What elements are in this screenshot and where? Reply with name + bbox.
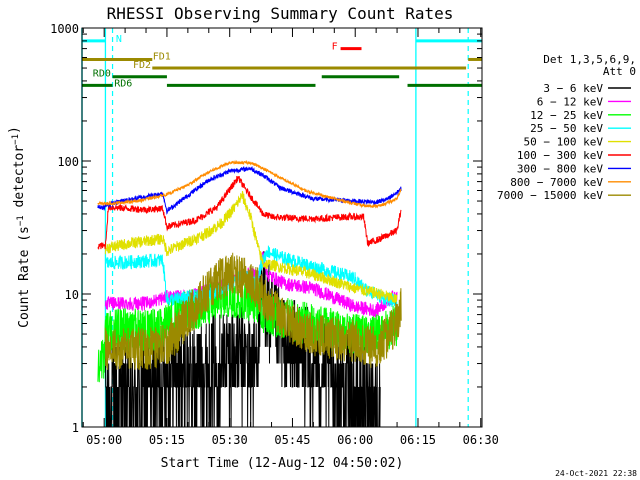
legend-header-line: Det 1,3,5,6,9, <box>543 53 636 66</box>
y-axis-label: Count Rate (s−1 detector−1) <box>7 126 32 328</box>
y-tick-label: 100 <box>57 155 79 169</box>
series-line <box>97 175 402 250</box>
x-tick-label: 06:15 <box>400 433 436 447</box>
legend-label: 300 − 800 keV <box>517 162 603 175</box>
series-line <box>97 165 402 215</box>
x-tick-label: 05:30 <box>212 433 248 447</box>
x-tick-label: 05:00 <box>86 433 122 447</box>
legend-header-line: Att 0 <box>603 65 636 78</box>
status-label-rd0: RD0 <box>93 69 111 80</box>
x-tick-label: 05:45 <box>274 433 310 447</box>
x-tick-label: 06:30 <box>463 433 499 447</box>
chart-title: RHESSI Observing Summary Count Rates <box>107 4 454 23</box>
y-tick-label: 1 <box>72 421 79 435</box>
data-layer <box>97 159 402 428</box>
status-label-rd6: RD6 <box>114 78 132 89</box>
status-label-fd2: FD2 <box>133 60 151 71</box>
status-label-f: F <box>332 42 338 53</box>
x-tick-label: 05:15 <box>149 433 185 447</box>
legend-label: 6 − 12 keV <box>537 95 604 108</box>
status-label-fd1: FD1 <box>153 51 171 62</box>
x-axis-label: Start Time (12-Aug-12 04:50:02) <box>161 456 404 471</box>
legend-label: 25 − 50 keV <box>530 122 603 135</box>
legend-label: 800 − 7000 keV <box>510 176 603 189</box>
legend-label: 50 − 100 keV <box>524 136 604 149</box>
footer-date: 24-Oct-2021 22:38 <box>555 469 637 478</box>
legend-label: 100 − 300 keV <box>517 149 603 162</box>
plot-frame <box>81 27 483 428</box>
series-line <box>104 251 381 428</box>
legend-label: 3 − 6 keV <box>543 82 603 95</box>
y-tick-label: 10 <box>65 288 79 302</box>
y-tick-label: 1000 <box>50 22 79 36</box>
series-line <box>97 159 402 209</box>
series-line <box>104 190 398 303</box>
series-line <box>104 252 402 371</box>
legend-label: 12 − 25 keV <box>530 109 603 122</box>
series-line <box>97 275 398 383</box>
x-tick-label: 06:00 <box>337 433 373 447</box>
legend-label: 7000 − 15000 keV <box>497 189 603 202</box>
axes-layer: 05:00 05:15 05:30 05:45 06:00 06:15 06:30 1 10 10… <box>50 22 499 447</box>
status-label-n: N <box>116 34 122 45</box>
